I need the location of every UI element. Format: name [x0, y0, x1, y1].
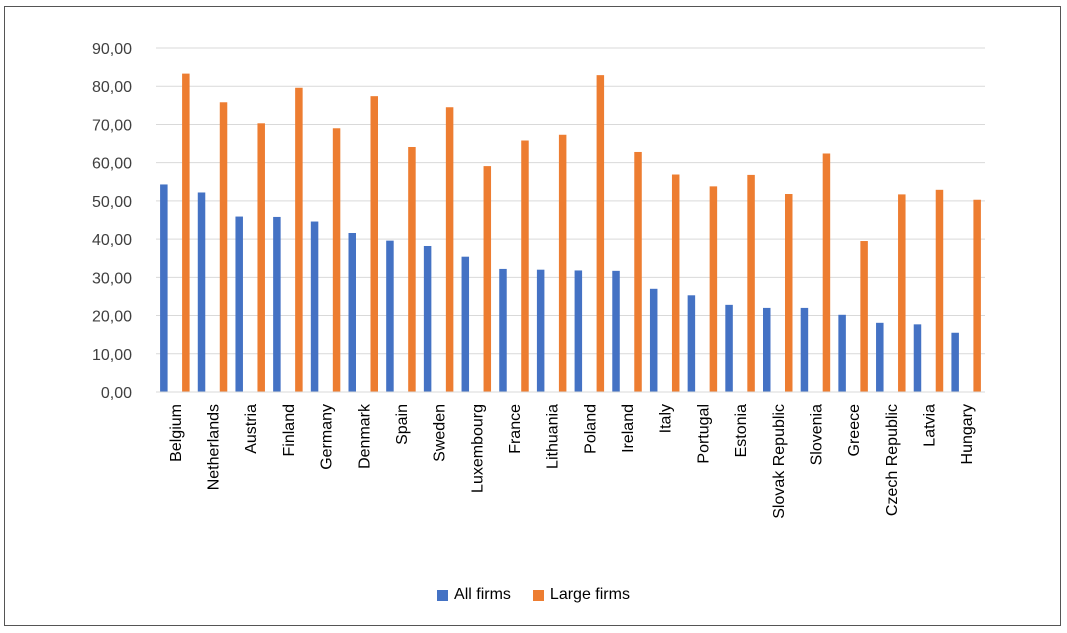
x-category-label: Netherlands — [206, 404, 223, 490]
bar-large-firms — [935, 189, 944, 392]
bar-large-firms — [898, 194, 906, 392]
legend: All firms Large firms — [0, 586, 1067, 604]
bar-large-firms — [182, 73, 190, 392]
bars — [160, 73, 981, 393]
bar-all-firms — [310, 221, 319, 392]
bar-all-firms — [235, 216, 243, 392]
y-tick-label: 70,00 — [92, 117, 132, 134]
x-category-label: Spain — [394, 404, 411, 445]
bar-all-firms — [951, 332, 959, 392]
x-category-label: Latvia — [921, 404, 938, 447]
bar-large-firms — [747, 174, 755, 392]
bar-all-firms — [160, 184, 168, 392]
bar-all-firms — [876, 322, 884, 392]
bar-large-firms — [822, 153, 831, 392]
legend-item-all-firms: All firms — [437, 586, 511, 604]
bar-large-firms — [257, 123, 265, 392]
x-category-label: Portugal — [695, 404, 712, 464]
bar-large-firms — [445, 107, 454, 392]
bar-all-firms — [838, 314, 846, 392]
y-tick-label: 30,00 — [92, 270, 132, 287]
bar-all-firms — [763, 307, 771, 392]
x-category-label: Greece — [846, 404, 863, 457]
y-tick-label: 90,00 — [92, 41, 132, 58]
x-category-label: Slovak Republic — [771, 404, 788, 519]
bar-all-firms — [536, 269, 545, 392]
legend-label-all-firms: All firms — [454, 586, 511, 603]
bar-large-firms — [973, 199, 981, 392]
bar-large-firms — [483, 166, 492, 392]
bar-large-firms — [596, 75, 605, 392]
bar-large-firms — [370, 96, 378, 392]
y-tick-label: 60,00 — [92, 156, 132, 173]
legend-label-large-firms: Large firms — [549, 586, 630, 603]
bar-all-firms — [273, 216, 281, 392]
gridlines — [156, 47, 985, 355]
bar-large-firms — [634, 151, 642, 392]
bar-all-firms — [725, 304, 733, 392]
x-category-label: Czech Republic — [884, 404, 901, 516]
bar-large-firms — [408, 146, 416, 392]
bar-all-firms — [348, 232, 356, 392]
bar-all-firms — [913, 324, 922, 392]
y-tick-label: 10,00 — [92, 347, 132, 364]
x-category-label: Denmark — [356, 403, 373, 469]
bar-large-firms — [219, 102, 228, 392]
x-category-label: Poland — [582, 404, 599, 454]
bar-large-firms — [671, 174, 680, 392]
x-category-label: Finland — [281, 404, 298, 456]
x-category-label: Slovenia — [808, 404, 825, 465]
bar-large-firms — [521, 140, 529, 392]
bar-large-firms — [332, 128, 341, 392]
bar-all-firms — [612, 270, 620, 392]
x-category-label: Ireland — [620, 404, 637, 453]
x-category-label: Hungary — [959, 404, 976, 464]
x-category-label: Estonia — [733, 404, 750, 457]
legend-swatch-large-firms — [532, 589, 544, 601]
bar-all-firms — [800, 307, 809, 392]
bar-large-firms — [860, 241, 868, 392]
x-category-label: Sweden — [432, 404, 449, 462]
x-category-label: Germany — [319, 404, 336, 470]
bar-all-firms — [423, 245, 432, 392]
bar-all-firms — [649, 288, 658, 392]
y-tick-label: 0,00 — [101, 385, 132, 402]
bar-large-firms — [785, 194, 793, 392]
x-axis-categories: Belgium Netherlands Austria Finland Germany D… — [168, 403, 976, 519]
bar-all-firms — [197, 192, 206, 392]
x-category-label: Austria — [243, 404, 260, 454]
x-category-label: Belgium — [168, 404, 185, 462]
legend-swatch-all-firms — [437, 589, 449, 601]
bar-all-firms — [386, 240, 394, 392]
bar-all-firms — [461, 256, 470, 392]
x-category-label: France — [507, 404, 524, 454]
bar-large-firms — [709, 186, 718, 392]
x-category-label: Italy — [658, 404, 675, 433]
y-tick-label: 40,00 — [92, 232, 132, 249]
bar-all-firms — [574, 270, 583, 392]
legend-item-large-firms: Large firms — [532, 586, 630, 604]
x-category-label: Luxembourg — [469, 404, 486, 493]
y-tick-label: 50,00 — [92, 194, 132, 211]
y-axis-ticks: 0,00 10,00 20,00 30,00 40,00 50,00 60,00 70,00 8… — [92, 41, 132, 402]
y-tick-label: 80,00 — [92, 79, 132, 96]
bar-all-firms — [687, 295, 696, 392]
bar-large-firms — [558, 134, 567, 392]
y-tick-label: 20,00 — [92, 309, 132, 326]
x-category-label: Lithuania — [545, 404, 562, 469]
bar-large-firms — [295, 87, 303, 393]
bar-all-firms — [499, 268, 507, 392]
